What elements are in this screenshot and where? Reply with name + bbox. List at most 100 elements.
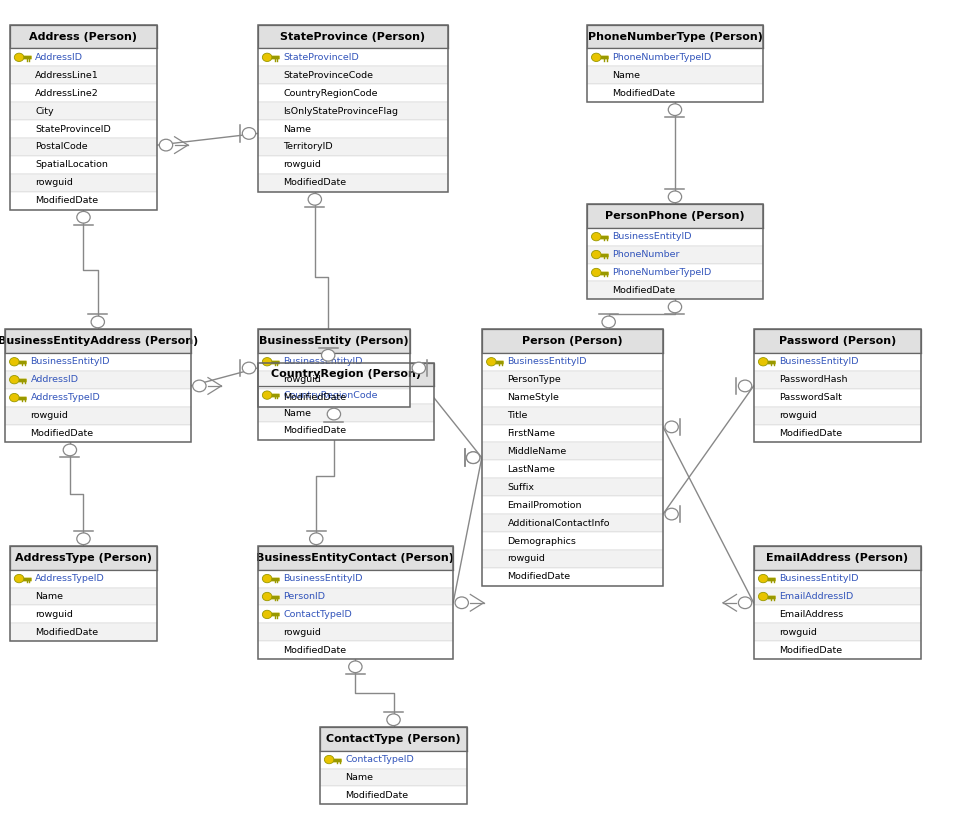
Circle shape (262, 53, 272, 62)
Bar (481, 329, 662, 586)
Circle shape (63, 444, 76, 455)
Bar (586, 204, 762, 299)
Bar (10, 120, 157, 138)
Text: BusinessEntityContact (Person): BusinessEntityContact (Person) (256, 553, 454, 563)
Circle shape (14, 575, 24, 583)
Bar (257, 605, 453, 624)
Bar (586, 84, 762, 103)
Text: SpatialLocation: SpatialLocation (35, 160, 108, 169)
Text: PhoneNumberTypeID: PhoneNumberTypeID (612, 53, 711, 62)
Bar (257, 174, 448, 192)
Bar (5, 425, 191, 442)
Bar (481, 532, 662, 550)
Text: PersonID: PersonID (283, 592, 325, 601)
Text: TerritoryID: TerritoryID (283, 143, 333, 152)
Text: ModifiedDate: ModifiedDate (612, 286, 675, 295)
Text: BusinessEntity (Person): BusinessEntity (Person) (259, 336, 408, 346)
Circle shape (308, 193, 321, 205)
Bar (257, 624, 453, 641)
Bar (753, 329, 920, 353)
Text: ModifiedDate: ModifiedDate (507, 572, 570, 581)
Bar (753, 329, 920, 442)
Circle shape (10, 358, 19, 366)
Text: Name: Name (283, 124, 311, 133)
Bar (257, 422, 434, 440)
Circle shape (193, 380, 206, 392)
Text: PostalCode: PostalCode (35, 143, 88, 152)
Text: ModifiedDate: ModifiedDate (35, 196, 98, 205)
Text: MiddleName: MiddleName (507, 447, 566, 456)
Bar (753, 425, 920, 442)
Bar (753, 546, 920, 570)
Text: Person (Person): Person (Person) (521, 336, 622, 346)
Bar (257, 363, 434, 386)
Bar (5, 329, 191, 353)
Bar (586, 282, 762, 299)
Bar (10, 174, 157, 192)
Bar (753, 570, 920, 588)
Bar (586, 48, 762, 67)
Circle shape (667, 191, 680, 203)
Circle shape (738, 597, 751, 609)
Bar (753, 371, 920, 389)
Circle shape (664, 508, 678, 520)
Bar (10, 25, 157, 48)
Text: PasswordHash: PasswordHash (779, 375, 847, 384)
Bar (319, 727, 467, 804)
Bar (481, 353, 662, 371)
Text: AddressLine2: AddressLine2 (35, 88, 99, 98)
Text: ModifiedDate: ModifiedDate (283, 393, 346, 402)
Text: AddressLine1: AddressLine1 (35, 71, 99, 80)
Bar (753, 588, 920, 605)
Bar (753, 407, 920, 425)
Circle shape (758, 358, 767, 366)
Text: IsOnlyStateProvinceFlag: IsOnlyStateProvinceFlag (283, 107, 398, 116)
Text: PhoneNumber: PhoneNumber (612, 250, 679, 259)
Bar (257, 546, 453, 659)
Bar (753, 641, 920, 660)
Text: rowguid: rowguid (35, 610, 73, 619)
Text: BusinessEntityAddress (Person): BusinessEntityAddress (Person) (0, 336, 197, 346)
Bar (753, 546, 920, 659)
Bar (10, 192, 157, 210)
Circle shape (242, 128, 255, 139)
Text: AddressID: AddressID (30, 375, 78, 384)
Bar (319, 769, 467, 786)
Bar (753, 389, 920, 407)
Circle shape (601, 316, 615, 328)
Bar (10, 588, 157, 605)
Circle shape (10, 375, 19, 384)
Text: PasswordSalt: PasswordSalt (779, 393, 841, 402)
Text: Password (Person): Password (Person) (778, 336, 895, 346)
Bar (257, 67, 448, 84)
Bar (257, 103, 448, 120)
Circle shape (591, 250, 600, 259)
Bar (586, 264, 762, 282)
Text: ContactTypeID: ContactTypeID (345, 755, 414, 764)
Text: rowguid: rowguid (283, 375, 321, 384)
Bar (753, 624, 920, 641)
Bar (5, 353, 191, 371)
Circle shape (76, 533, 90, 545)
Circle shape (309, 533, 322, 545)
Bar (586, 67, 762, 84)
Text: ModifiedDate: ModifiedDate (283, 178, 346, 188)
Text: Title: Title (507, 411, 527, 420)
Bar (10, 103, 157, 120)
Bar (10, 84, 157, 103)
Text: ModifiedDate: ModifiedDate (283, 426, 346, 435)
Bar (257, 329, 410, 353)
Text: rowguid: rowguid (779, 411, 817, 420)
Bar (257, 371, 410, 389)
Circle shape (262, 575, 272, 583)
Circle shape (159, 139, 172, 151)
Circle shape (324, 756, 334, 764)
Bar (481, 496, 662, 514)
Bar (319, 727, 467, 751)
Text: PhoneNumberType (Person): PhoneNumberType (Person) (587, 32, 761, 42)
Bar (481, 550, 662, 568)
Bar (5, 407, 191, 425)
Bar (257, 389, 410, 407)
Text: PhoneNumberTypeID: PhoneNumberTypeID (612, 268, 711, 277)
Text: AdditionalContactInfo: AdditionalContactInfo (507, 519, 609, 528)
